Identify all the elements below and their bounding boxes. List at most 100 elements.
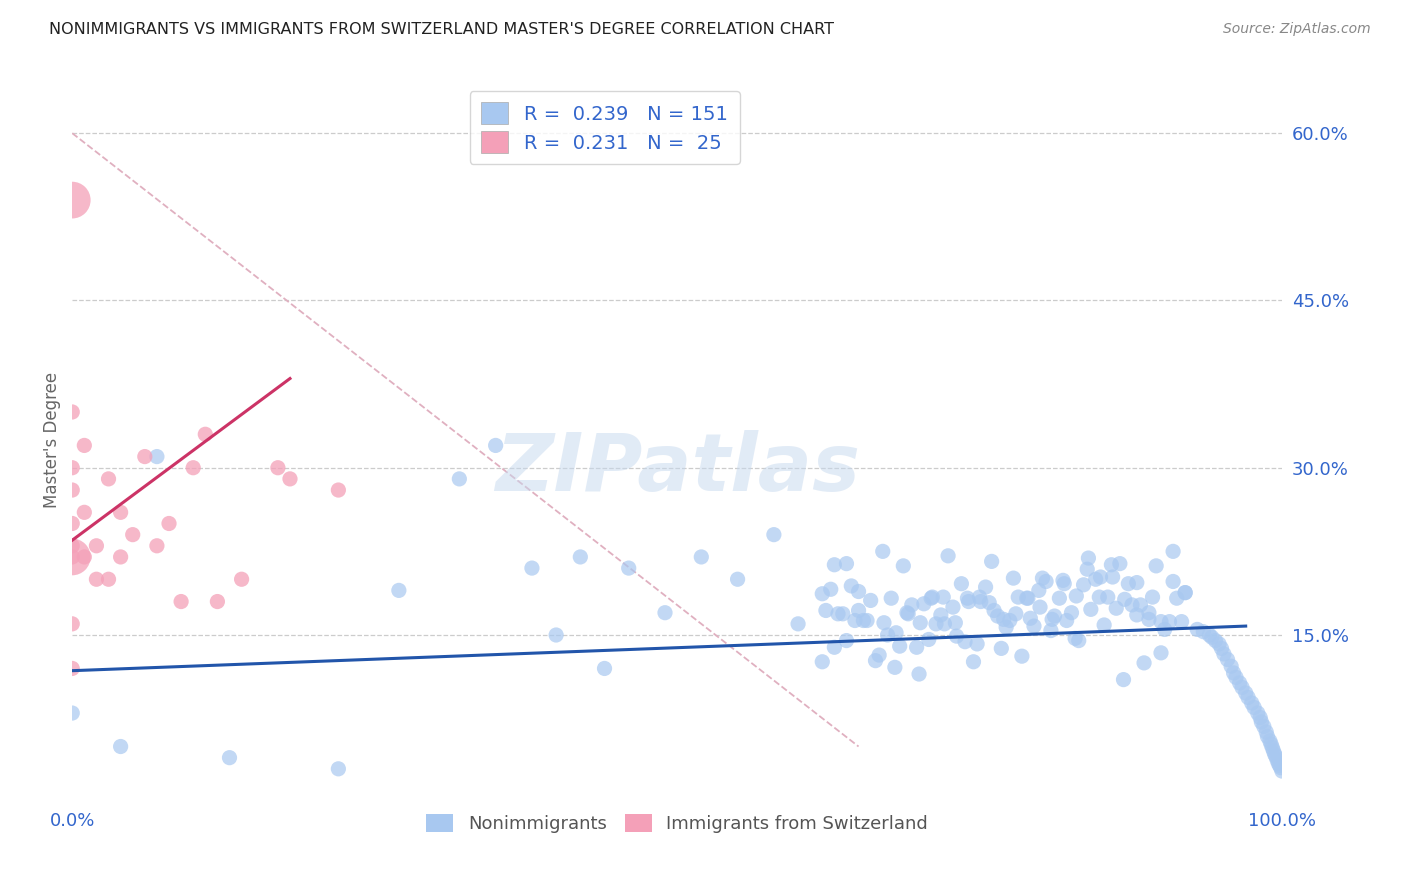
Point (872, 544, 894, 558)
Point (844, 614, 866, 628)
Point (1237, 690, 1260, 705)
Point (146, 450, 169, 464)
Point (1161, 574, 1184, 589)
Point (134, 450, 156, 464)
Point (1011, 649, 1033, 664)
Point (593, 661, 616, 675)
Point (956, 591, 979, 606)
Point (811, 587, 834, 601)
Point (896, 606, 918, 620)
Point (1263, 744, 1285, 758)
Point (1088, 590, 1111, 604)
Point (73, 438, 96, 452)
Point (921, 590, 943, 604)
Point (1060, 606, 1083, 620)
Point (1225, 670, 1247, 684)
Text: Source: ZipAtlas.com: Source: ZipAtlas.com (1223, 22, 1371, 37)
Point (1229, 676, 1251, 690)
Point (1112, 673, 1135, 687)
Point (1121, 598, 1143, 612)
Point (1247, 706, 1270, 720)
Point (876, 628, 898, 642)
Point (617, 561, 640, 575)
Point (1043, 609, 1066, 624)
Point (1126, 575, 1149, 590)
Point (835, 557, 858, 571)
Point (110, 549, 132, 564)
Point (868, 648, 890, 662)
Point (207, 594, 229, 608)
Point (267, 460, 290, 475)
Point (1022, 619, 1045, 633)
Point (889, 639, 911, 653)
Point (823, 558, 845, 572)
Point (1090, 570, 1112, 584)
Point (1243, 700, 1265, 714)
Point (1040, 612, 1063, 626)
Point (918, 632, 941, 647)
Point (1105, 601, 1128, 615)
Point (1114, 592, 1136, 607)
Point (60, 460, 83, 475)
Point (1056, 614, 1078, 628)
Point (1208, 637, 1230, 651)
Point (1053, 576, 1076, 591)
Point (1230, 681, 1253, 695)
Point (1216, 652, 1239, 666)
Point (97, 472, 120, 486)
Point (1150, 646, 1173, 660)
Point (1192, 624, 1215, 639)
Point (1007, 590, 1029, 604)
Point (1240, 696, 1263, 710)
Point (1144, 558, 1167, 573)
Point (690, 549, 713, 564)
Point (146, 539, 169, 553)
Point (953, 634, 976, 648)
Point (1211, 641, 1233, 656)
Point (901, 598, 924, 612)
Point (884, 625, 907, 640)
Point (60, 193, 83, 207)
Point (1250, 714, 1272, 729)
Point (1187, 623, 1209, 637)
Point (60, 616, 83, 631)
Point (1101, 570, 1123, 584)
Point (1270, 761, 1292, 775)
Point (1028, 583, 1050, 598)
Point (925, 616, 948, 631)
Point (110, 739, 132, 754)
Point (654, 606, 676, 620)
Point (1261, 740, 1284, 755)
Point (73, 549, 96, 564)
Point (1092, 618, 1115, 632)
Point (957, 594, 980, 608)
Point (388, 583, 411, 598)
Point (920, 591, 942, 606)
Point (569, 549, 592, 564)
Point (546, 628, 568, 642)
Point (980, 554, 1002, 568)
Point (865, 654, 887, 668)
Point (1133, 656, 1156, 670)
Point (1234, 686, 1257, 700)
Point (974, 580, 997, 594)
Point (60, 661, 83, 675)
Point (1064, 632, 1087, 646)
Point (1080, 602, 1102, 616)
Point (950, 576, 973, 591)
Point (945, 629, 967, 643)
Point (1153, 623, 1175, 637)
Point (910, 615, 932, 630)
Point (1264, 749, 1286, 764)
Point (328, 483, 350, 497)
Point (1052, 574, 1074, 588)
Point (1249, 710, 1271, 724)
Point (859, 593, 882, 607)
Point (1129, 598, 1152, 612)
Point (912, 597, 935, 611)
Point (1220, 659, 1243, 673)
Point (1099, 558, 1122, 572)
Point (979, 596, 1001, 610)
Point (181, 460, 204, 475)
Point (883, 660, 905, 674)
